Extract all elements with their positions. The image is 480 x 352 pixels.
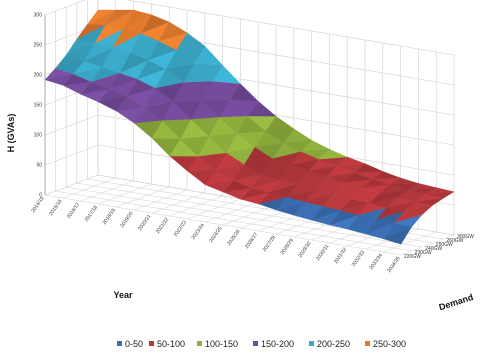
- z-axis-ticks: 0 50 100 150 200 250 300: [34, 13, 43, 199]
- z-tick-label: 250: [34, 43, 43, 49]
- year-tick-label: 2021/22: [155, 217, 170, 235]
- legend-label: 250-300: [373, 339, 406, 349]
- year-tick-label: 2023/24: [191, 223, 206, 241]
- grid-line: [400, 234, 455, 256]
- year-tick-label: 2016/17: [66, 202, 81, 220]
- grid-line: [383, 231, 437, 253]
- legend-swatch: [117, 341, 122, 346]
- legend-label: 100-150: [205, 339, 238, 349]
- legend-swatch: [149, 341, 154, 346]
- surface-plot: [44, 9, 455, 245]
- year-tick-label: 2019/20: [119, 211, 134, 229]
- legend-label: 200-250: [317, 339, 350, 349]
- grid-line: [205, 201, 259, 223]
- year-tick-label: 2029/30: [297, 241, 312, 259]
- y-axis-title: Demand: [438, 292, 475, 312]
- year-tick-label: 2027/28: [262, 235, 277, 253]
- grid-line: [66, 186, 423, 248]
- demand-tick-label: 230GW: [415, 250, 432, 256]
- legend-swatch: [253, 341, 258, 346]
- legend-label: 0-50: [125, 339, 143, 349]
- legend: 0-50 50-100 100-150 150-200 200-250 250-300: [117, 339, 406, 349]
- surface-facet: [87, 9, 116, 25]
- legend-swatch: [197, 341, 202, 346]
- grid-line: [55, 190, 412, 252]
- year-tick-label: 2030/31: [315, 244, 330, 262]
- z-tick-label: 200: [34, 73, 43, 79]
- legend-label: 150-200: [261, 339, 294, 349]
- grid-line: [222, 204, 277, 226]
- demand-tick-label: 240GW: [425, 246, 442, 252]
- demand-tick-label: 250GW: [436, 242, 453, 248]
- year-tick-label: 2028/29: [280, 238, 295, 256]
- grid-line: [169, 195, 223, 217]
- grid-line: [44, 0, 455, 56]
- year-tick-label: 2034/35: [386, 256, 401, 274]
- year-tick-label: 2018/19: [102, 208, 117, 226]
- year-tick-label: 2014/15: [30, 196, 45, 214]
- z-tick-label: 0: [39, 193, 42, 199]
- grid-line: [187, 198, 241, 220]
- year-tick-label: 2025/26: [226, 229, 241, 247]
- grid-line: [151, 192, 205, 214]
- grid-line: [133, 189, 188, 211]
- grid-line: [44, 174, 99, 196]
- year-tick-label: 2033/34: [369, 253, 384, 271]
- year-tick-label: 2015/16: [48, 199, 63, 217]
- grid-line: [80, 180, 134, 202]
- demand-tick-label: 260GW: [446, 238, 463, 244]
- legend-swatch: [365, 341, 370, 346]
- z-tick-label: 100: [34, 133, 43, 139]
- z-tick-label: 300: [34, 13, 43, 19]
- year-tick-label: 2024/25: [208, 226, 223, 244]
- grid-line: [44, 194, 402, 256]
- year-tick-label: 2031/32: [333, 247, 348, 265]
- x-axis-title: Year: [113, 290, 133, 300]
- demand-tick-label: 220GW: [404, 254, 421, 260]
- z-axis-title: H (GVAs): [6, 114, 16, 153]
- z-tick-label: 150: [34, 103, 43, 109]
- grid-line: [62, 177, 116, 199]
- year-tick-label: 2022/23: [173, 220, 188, 238]
- legend-label: 50-100: [157, 339, 185, 349]
- year-tick-label: 2020/21: [137, 214, 152, 232]
- legend-swatch: [309, 341, 314, 346]
- year-tick-label: 2017/18: [84, 205, 99, 223]
- z-tick-label: 50: [36, 163, 42, 169]
- year-tick-label: 2032/33: [351, 250, 366, 268]
- year-tick-label: 2026/27: [244, 232, 259, 250]
- grid-line: [116, 186, 170, 208]
- grid-line: [98, 183, 152, 205]
- demand-tick-label: 300GW: [457, 234, 474, 240]
